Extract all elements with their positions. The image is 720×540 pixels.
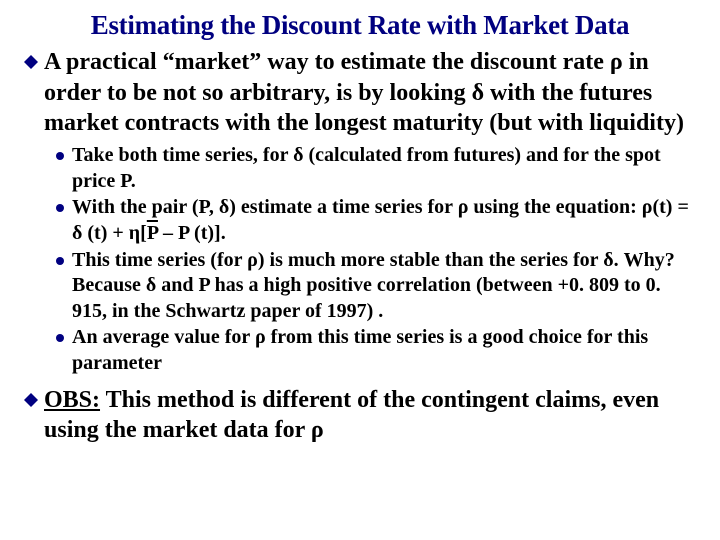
obs-label: OBS: xyxy=(44,387,100,413)
slide-title: Estimating the Discount Rate with Market… xyxy=(20,10,700,41)
sub-text-4: An average value for ρ from this time se… xyxy=(72,325,700,376)
main-text-obs: OBS: This method is different of the con… xyxy=(44,385,700,446)
sub-bullet-2: With the pair (P, δ) estimate a time ser… xyxy=(56,195,700,246)
sub-text-3: This time series (for ρ) is much more st… xyxy=(72,248,700,325)
diamond-icon xyxy=(24,55,38,69)
main-bullet-obs: OBS: This method is different of the con… xyxy=(20,385,700,446)
main-bullet-1: A practical “market” way to estimate the… xyxy=(20,47,700,139)
sub-text-2: With the pair (P, δ) estimate a time ser… xyxy=(72,195,700,246)
sub-bullet-4: An average value for ρ from this time se… xyxy=(56,325,700,376)
sub-text-1: Take both time series, for δ (calculated… xyxy=(72,143,700,194)
dot-icon xyxy=(56,204,64,212)
dot-icon xyxy=(56,152,64,160)
sub-bullet-1: Take both time series, for δ (calculated… xyxy=(56,143,700,194)
main-text-1: A practical “market” way to estimate the… xyxy=(44,47,700,139)
sub-bullet-3: This time series (for ρ) is much more st… xyxy=(56,248,700,325)
diamond-icon xyxy=(24,393,38,407)
dot-icon xyxy=(56,334,64,342)
sub-bullet-list: Take both time series, for δ (calculated… xyxy=(20,143,700,376)
dot-icon xyxy=(56,257,64,265)
